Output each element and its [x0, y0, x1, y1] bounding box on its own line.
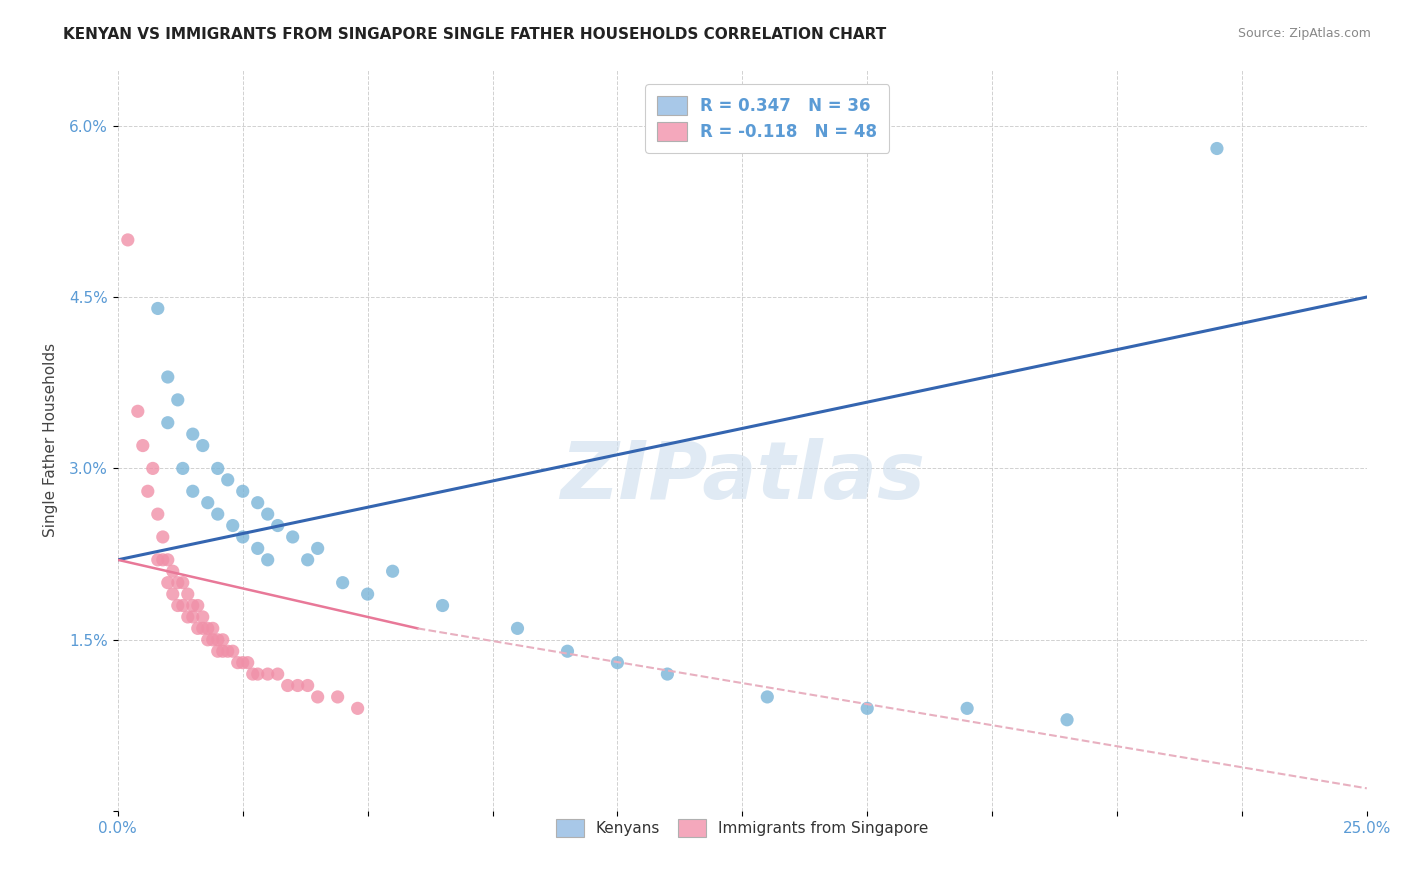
Point	[506, 621, 529, 635]
Point	[856, 701, 879, 715]
Point	[307, 541, 329, 556]
Point	[181, 427, 204, 442]
Point	[1056, 713, 1078, 727]
Point	[432, 599, 454, 613]
Point	[181, 484, 204, 499]
Point	[201, 632, 224, 647]
Point	[152, 530, 174, 544]
Point	[197, 632, 219, 647]
Point	[277, 678, 299, 692]
Point	[207, 461, 229, 475]
Point	[256, 507, 278, 521]
Point	[181, 599, 204, 613]
Point	[606, 656, 628, 670]
Point	[332, 575, 354, 590]
Point	[146, 553, 169, 567]
Point	[156, 370, 179, 384]
Text: Source: ZipAtlas.com: Source: ZipAtlas.com	[1237, 27, 1371, 40]
Point	[1206, 141, 1229, 155]
Point	[166, 575, 188, 590]
Point	[267, 518, 290, 533]
Point	[162, 564, 184, 578]
Point	[136, 484, 159, 499]
Point	[232, 484, 254, 499]
Point	[191, 621, 214, 635]
Point	[217, 473, 239, 487]
Point	[346, 701, 368, 715]
Text: KENYAN VS IMMIGRANTS FROM SINGAPORE SINGLE FATHER HOUSEHOLDS CORRELATION CHART: KENYAN VS IMMIGRANTS FROM SINGAPORE SING…	[63, 27, 887, 42]
Point	[657, 667, 679, 681]
Point	[132, 439, 155, 453]
Point	[236, 656, 259, 670]
Point	[207, 644, 229, 658]
Text: ZIPatlas: ZIPatlas	[560, 438, 925, 516]
Point	[162, 587, 184, 601]
Point	[207, 632, 229, 647]
Point	[222, 518, 245, 533]
Point	[246, 667, 269, 681]
Point	[267, 667, 290, 681]
Point	[191, 439, 214, 453]
Point	[256, 553, 278, 567]
Point	[181, 610, 204, 624]
Point	[381, 564, 404, 578]
Point	[127, 404, 149, 418]
Point	[191, 610, 214, 624]
Point	[956, 701, 979, 715]
Point	[156, 553, 179, 567]
Point	[156, 416, 179, 430]
Legend: Kenyans, Immigrants from Singapore: Kenyans, Immigrants from Singapore	[548, 812, 936, 845]
Point	[146, 507, 169, 521]
Point	[172, 575, 194, 590]
Point	[246, 496, 269, 510]
Point	[356, 587, 378, 601]
Point	[242, 667, 264, 681]
Point	[756, 690, 779, 704]
Point	[152, 553, 174, 567]
Point	[172, 599, 194, 613]
Point	[117, 233, 139, 247]
Point	[256, 667, 278, 681]
Point	[201, 621, 224, 635]
Point	[187, 621, 209, 635]
Y-axis label: Single Father Households: Single Father Households	[44, 343, 58, 537]
Point	[226, 656, 249, 670]
Point	[166, 392, 188, 407]
Point	[187, 599, 209, 613]
Point	[287, 678, 309, 692]
Point	[232, 530, 254, 544]
Point	[326, 690, 349, 704]
Point	[246, 541, 269, 556]
Point	[217, 644, 239, 658]
Point	[166, 599, 188, 613]
Point	[197, 621, 219, 635]
Point	[307, 690, 329, 704]
Point	[172, 461, 194, 475]
Point	[222, 644, 245, 658]
Point	[211, 644, 233, 658]
Point	[211, 632, 233, 647]
Point	[297, 553, 319, 567]
Point	[207, 507, 229, 521]
Point	[197, 496, 219, 510]
Point	[557, 644, 579, 658]
Point	[232, 656, 254, 670]
Point	[177, 610, 200, 624]
Point	[297, 678, 319, 692]
Point	[146, 301, 169, 316]
Point	[177, 587, 200, 601]
Point	[281, 530, 304, 544]
Point	[156, 575, 179, 590]
Point	[142, 461, 165, 475]
